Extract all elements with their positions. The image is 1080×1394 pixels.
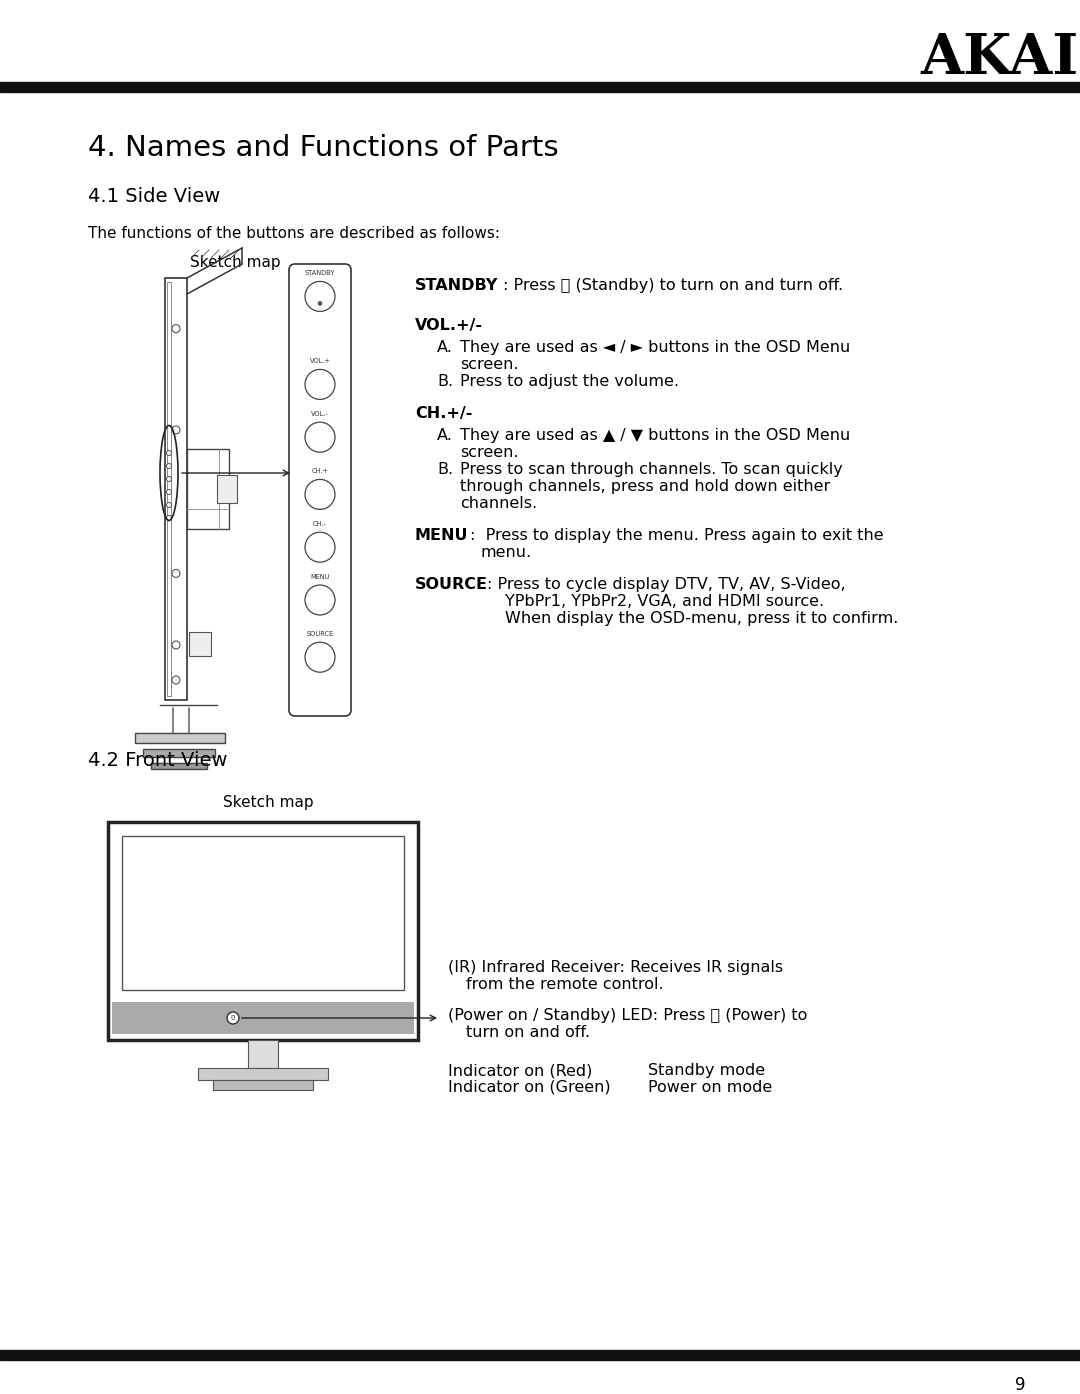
- Bar: [167, 282, 171, 696]
- Text: They are used as ▲ / ▼ buttons in the OSD Menu: They are used as ▲ / ▼ buttons in the OS…: [460, 428, 850, 443]
- Text: The functions of the buttons are described as follows:: The functions of the buttons are describ…: [87, 226, 500, 241]
- Text: VOL.+: VOL.+: [310, 358, 330, 364]
- Text: B.: B.: [437, 374, 454, 389]
- Text: Press to scan through channels. To scan quickly: Press to scan through channels. To scan …: [460, 461, 842, 477]
- Text: Indicator on (Green): Indicator on (Green): [448, 1080, 610, 1096]
- Text: channels.: channels.: [460, 496, 537, 512]
- Text: : Press to cycle display DTV, TV, AV, S-Video,: : Press to cycle display DTV, TV, AV, S-…: [487, 577, 846, 592]
- Text: When display the OSD-menu, press it to confirm.: When display the OSD-menu, press it to c…: [505, 611, 899, 626]
- Text: YPbPr1, YPbPr2, VGA, and HDMI source.: YPbPr1, YPbPr2, VGA, and HDMI source.: [505, 594, 824, 609]
- Text: turn on and off.: turn on and off.: [465, 1025, 590, 1040]
- Text: 4. Names and Functions of Parts: 4. Names and Functions of Parts: [87, 134, 558, 162]
- Bar: [0, 1349, 1080, 1361]
- Bar: [112, 1002, 414, 1034]
- Circle shape: [166, 463, 172, 468]
- Circle shape: [172, 676, 180, 684]
- Text: They are used as ◄ / ► buttons in the OSD Menu: They are used as ◄ / ► buttons in the OS…: [460, 340, 850, 355]
- Circle shape: [305, 422, 335, 452]
- Bar: [122, 836, 404, 990]
- Bar: [143, 749, 215, 757]
- Text: (Power on / Standby) LED: Press ⏻ (Power) to: (Power on / Standby) LED: Press ⏻ (Power…: [448, 1008, 808, 1023]
- Text: : Press ⏻ (Standby) to turn on and turn off.: : Press ⏻ (Standby) to turn on and turn …: [503, 277, 843, 293]
- Circle shape: [305, 282, 335, 311]
- Text: STANDBY: STANDBY: [305, 270, 335, 276]
- Circle shape: [305, 480, 335, 509]
- Text: menu.: menu.: [480, 545, 531, 560]
- Bar: [217, 475, 237, 503]
- Bar: [165, 277, 187, 700]
- Circle shape: [227, 1012, 239, 1025]
- Circle shape: [166, 502, 172, 507]
- Text: VOL.+/-: VOL.+/-: [415, 318, 483, 333]
- Text: AKAI: AKAI: [921, 31, 1079, 85]
- Text: through channels, press and hold down either: through channels, press and hold down ei…: [460, 480, 831, 493]
- Text: SOURCE: SOURCE: [307, 631, 334, 637]
- Text: Standby mode: Standby mode: [648, 1064, 765, 1078]
- Circle shape: [166, 450, 172, 456]
- Bar: [151, 763, 207, 769]
- Text: VOL.-: VOL.-: [311, 411, 329, 417]
- Circle shape: [166, 516, 172, 520]
- Text: Indicator on (Red): Indicator on (Red): [448, 1064, 592, 1078]
- Text: SOURCE: SOURCE: [415, 577, 488, 592]
- Text: CH.+/-: CH.+/-: [415, 406, 472, 421]
- Bar: [198, 1068, 328, 1080]
- Text: CH.+: CH.+: [311, 468, 328, 474]
- Text: A.: A.: [437, 340, 453, 355]
- Text: A.: A.: [437, 428, 453, 443]
- Bar: [189, 631, 211, 657]
- Bar: [0, 82, 1080, 92]
- Bar: [213, 1080, 313, 1090]
- Text: from the remote control.: from the remote control.: [465, 977, 663, 993]
- Circle shape: [172, 427, 180, 434]
- Circle shape: [305, 643, 335, 672]
- Text: Sketch map: Sketch map: [222, 795, 313, 810]
- FancyBboxPatch shape: [289, 263, 351, 717]
- Circle shape: [305, 369, 335, 400]
- Text: screen.: screen.: [460, 445, 518, 460]
- Text: Power on mode: Power on mode: [648, 1080, 772, 1096]
- Text: 4.1 Side View: 4.1 Side View: [87, 187, 220, 205]
- Text: 9: 9: [1015, 1376, 1025, 1394]
- Circle shape: [166, 477, 172, 481]
- Text: screen.: screen.: [460, 357, 518, 372]
- Text: MENU: MENU: [310, 574, 329, 580]
- Circle shape: [305, 585, 335, 615]
- Text: B.: B.: [437, 461, 454, 477]
- Text: :  Press to display the menu. Press again to exit the: : Press to display the menu. Press again…: [470, 528, 883, 544]
- Bar: [187, 449, 229, 528]
- Text: CH.-: CH.-: [313, 521, 327, 527]
- Bar: [135, 733, 225, 743]
- Circle shape: [172, 325, 180, 333]
- Text: 0: 0: [231, 1015, 235, 1020]
- Text: Press to adjust the volume.: Press to adjust the volume.: [460, 374, 679, 389]
- Text: MENU: MENU: [415, 528, 469, 544]
- Circle shape: [172, 569, 180, 577]
- Text: STANDBY: STANDBY: [415, 277, 498, 293]
- Circle shape: [172, 641, 180, 650]
- Bar: [248, 1040, 278, 1068]
- Bar: [108, 822, 418, 1040]
- Text: 4.2 Front View: 4.2 Front View: [87, 750, 228, 769]
- Circle shape: [305, 533, 335, 562]
- Circle shape: [166, 489, 172, 495]
- Text: (IR) Infrared Receiver: Receives IR signals: (IR) Infrared Receiver: Receives IR sign…: [448, 960, 783, 974]
- Circle shape: [318, 301, 322, 305]
- Text: Sketch map: Sketch map: [190, 255, 281, 269]
